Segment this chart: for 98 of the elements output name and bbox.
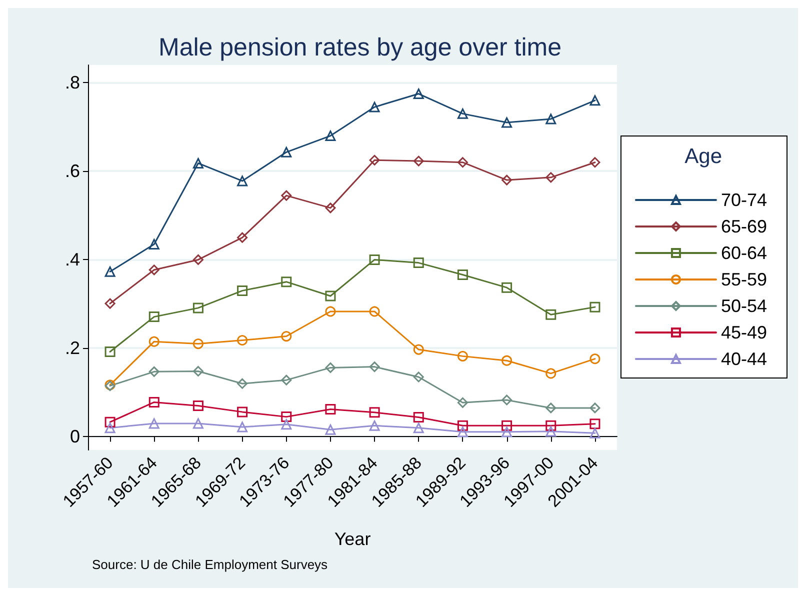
point — [237, 378, 248, 389]
point — [325, 424, 336, 435]
point — [369, 362, 380, 372]
point — [457, 350, 468, 362]
point — [502, 117, 512, 128]
point — [148, 238, 160, 250]
legend-label: 45-49 — [720, 322, 768, 342]
point — [413, 258, 424, 268]
point — [192, 400, 204, 411]
point — [148, 336, 160, 347]
y-tick-label: .8 — [64, 72, 80, 93]
point — [590, 354, 600, 364]
point — [104, 422, 116, 434]
point — [237, 406, 248, 418]
y-tick-label: .2 — [64, 338, 80, 358]
point — [413, 344, 424, 355]
point — [590, 418, 600, 430]
point — [148, 366, 160, 377]
point — [413, 412, 424, 423]
point — [192, 338, 204, 350]
point — [281, 146, 292, 158]
legend-label: 50-54 — [720, 296, 768, 316]
point — [457, 270, 468, 280]
point — [325, 202, 336, 214]
point — [104, 298, 116, 309]
point — [590, 95, 600, 106]
point — [590, 402, 600, 414]
point — [502, 355, 512, 366]
point — [237, 176, 248, 186]
point — [237, 422, 248, 432]
point — [148, 418, 160, 429]
point — [192, 254, 204, 265]
point — [325, 290, 336, 302]
point — [457, 420, 468, 431]
y-tick-label: .6 — [64, 161, 80, 182]
point — [546, 172, 556, 183]
source-note: Source: U de Chile Employment Surveys — [92, 557, 328, 572]
point — [192, 418, 204, 429]
legend-label: 70-74 — [720, 190, 768, 210]
chart-title: Male pension rates by age over time — [158, 34, 562, 62]
point — [369, 407, 380, 418]
point — [413, 422, 424, 434]
point — [457, 108, 468, 119]
point — [502, 174, 512, 186]
point — [104, 416, 116, 428]
point — [148, 312, 160, 322]
point — [546, 368, 556, 379]
legend-label: 65-69 — [720, 216, 768, 236]
point — [413, 372, 424, 382]
point — [590, 428, 600, 438]
point — [192, 366, 204, 376]
point — [457, 397, 468, 408]
point — [413, 156, 424, 166]
legend-label: 40-44 — [720, 349, 768, 369]
point — [546, 420, 556, 431]
y-tick-label: 0 — [70, 426, 80, 447]
point — [457, 426, 468, 438]
legend-label: 55-59 — [720, 270, 768, 290]
point — [281, 419, 292, 430]
point — [546, 114, 556, 124]
point — [502, 426, 512, 438]
point — [502, 394, 512, 406]
point — [325, 130, 336, 142]
point — [148, 396, 160, 408]
point — [590, 157, 600, 168]
point — [546, 402, 556, 414]
point — [502, 420, 512, 431]
point — [325, 362, 336, 373]
point — [104, 346, 116, 358]
point — [369, 254, 380, 265]
point — [590, 302, 600, 312]
point — [325, 306, 336, 317]
point — [369, 154, 380, 166]
point — [281, 374, 292, 386]
point — [413, 88, 424, 100]
point — [546, 309, 556, 320]
point — [281, 412, 292, 422]
point — [546, 426, 556, 437]
legend-title: Age — [684, 145, 722, 168]
point — [369, 102, 380, 112]
point — [148, 264, 160, 276]
point — [281, 276, 292, 288]
point — [281, 190, 292, 201]
point — [237, 285, 248, 296]
point — [325, 404, 336, 415]
point — [192, 158, 204, 168]
y-tick-label: .4 — [64, 250, 80, 270]
point — [104, 266, 116, 277]
point — [237, 335, 248, 346]
point — [502, 282, 512, 293]
point — [237, 232, 248, 243]
x-axis-title: Year — [334, 529, 371, 549]
point — [369, 420, 380, 431]
point — [281, 331, 292, 342]
point — [192, 302, 204, 314]
legend-label: 60-64 — [720, 243, 768, 263]
point — [457, 157, 468, 168]
point — [369, 306, 380, 317]
